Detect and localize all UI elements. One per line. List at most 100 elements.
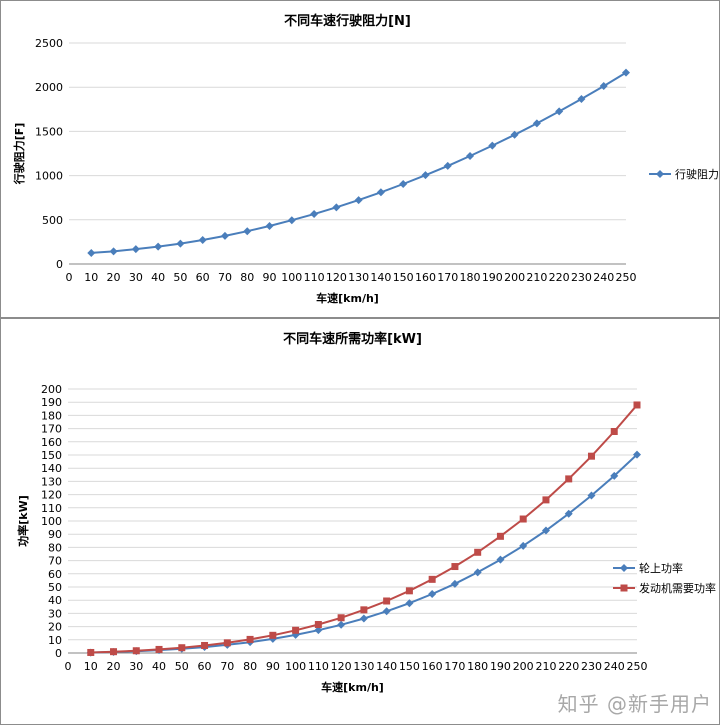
x-tick-label: 110: [304, 271, 325, 284]
legend-marker: [620, 584, 628, 592]
x-tick-label: 200: [504, 271, 525, 284]
x-tick-label: 140: [370, 271, 391, 284]
data-point: [382, 607, 391, 616]
data-point: [287, 216, 296, 225]
y-tick-label: 40: [48, 594, 62, 607]
x-tick-label: 170: [437, 271, 458, 284]
data-point: [451, 563, 459, 571]
x-tick-label: 240: [593, 271, 614, 284]
x-axis-label: 车速[km/h]: [316, 291, 379, 305]
x-tick-label: 240: [604, 660, 625, 673]
x-axis-label: 车速[km/h]: [321, 680, 384, 694]
x-tick-label: 0: [65, 660, 72, 673]
x-tick-label: 20: [107, 660, 121, 673]
data-point: [360, 606, 368, 614]
y-tick-label: 30: [48, 607, 62, 620]
x-tick-label: 210: [535, 660, 556, 673]
data-point: [587, 491, 596, 500]
x-tick-label: 190: [490, 660, 511, 673]
x-tick-label: 140: [376, 660, 397, 673]
data-point: [532, 119, 541, 128]
y-tick-label: 60: [48, 568, 62, 581]
x-tick-label: 120: [331, 660, 352, 673]
data-point: [565, 475, 573, 483]
series-line: [91, 71, 627, 254]
x-tick-label: 180: [467, 660, 488, 673]
x-tick-label: 170: [444, 660, 465, 673]
x-tick-label: 220: [549, 271, 570, 284]
data-point: [428, 589, 437, 598]
x-tick-label: 80: [240, 271, 254, 284]
y-axis-label: 功率[kW]: [16, 495, 30, 547]
y-tick-label: 180: [41, 409, 62, 422]
y-tick-label: 0: [55, 647, 62, 660]
x-tick-label: 100: [285, 660, 306, 673]
data-point: [450, 579, 459, 588]
data-point: [421, 171, 430, 180]
x-tick-label: 80: [243, 660, 257, 673]
data-point: [555, 107, 564, 116]
data-point: [268, 634, 277, 643]
data-point: [488, 141, 497, 150]
y-tick-label: 1000: [35, 170, 63, 183]
x-tick-label: 90: [266, 660, 280, 673]
power-chart-svg: 不同车速所需功率[kW]0102030405060708090100110120…: [16, 331, 716, 694]
data-point: [87, 648, 95, 656]
legend-marker: [620, 564, 628, 572]
data-point: [496, 532, 504, 540]
y-tick-label: 50: [48, 581, 62, 594]
data-point: [633, 450, 641, 459]
y-tick-label: 150: [41, 449, 62, 462]
data-point: [474, 548, 482, 556]
data-point: [443, 161, 452, 170]
y-tick-label: 130: [41, 475, 62, 488]
data-point: [376, 188, 385, 197]
data-point: [359, 614, 368, 623]
x-tick-label: 180: [460, 271, 481, 284]
data-point: [154, 242, 163, 251]
x-tick-label: 50: [173, 271, 187, 284]
x-tick-label: 30: [129, 660, 143, 673]
y-tick-label: 0: [56, 258, 63, 271]
x-tick-label: 70: [220, 660, 234, 673]
data-point: [155, 645, 163, 653]
data-point: [622, 68, 630, 77]
y-tick-label: 100: [41, 515, 62, 528]
watermark-text: 知乎 @新手用户: [557, 692, 712, 716]
x-tick-label: 230: [571, 271, 592, 284]
x-tick-label: 50: [175, 660, 189, 673]
data-point: [87, 248, 96, 257]
data-point: [633, 401, 641, 409]
data-point: [131, 245, 140, 254]
y-tick-label: 2500: [35, 37, 63, 50]
x-tick-label: 60: [198, 660, 212, 673]
data-point: [310, 210, 319, 219]
data-point: [110, 648, 118, 656]
y-tick-label: 20: [48, 621, 62, 634]
y-tick-label: 120: [41, 489, 62, 502]
data-point: [541, 526, 550, 535]
data-point: [292, 626, 300, 634]
x-tick-label: 250: [616, 271, 637, 284]
data-point: [496, 555, 505, 564]
data-point: [519, 541, 528, 550]
data-point: [337, 620, 346, 629]
y-tick-label: 90: [48, 528, 62, 541]
x-tick-label: 250: [627, 660, 648, 673]
legend-label: 发动机需要功率: [639, 581, 716, 595]
data-point: [599, 82, 608, 91]
x-tick-label: 130: [353, 660, 374, 673]
data-point: [399, 179, 408, 188]
data-point: [466, 151, 475, 160]
data-point: [354, 196, 363, 205]
resistance-chart-panel: 不同车速行驶阻力[N] 0 500 1000 1500 2000 2500 0 10 20 30 40…: [0, 0, 720, 318]
x-tick-label: 130: [348, 271, 369, 284]
legend-label: 行驶阻力: [675, 167, 719, 181]
data-point: [332, 203, 341, 212]
y-tick-label: 190: [41, 396, 62, 409]
data-point: [542, 496, 550, 504]
x-tick-label: 60: [196, 271, 210, 284]
data-point: [428, 575, 436, 583]
data-point: [109, 247, 118, 256]
x-tick-label: 110: [308, 660, 329, 673]
